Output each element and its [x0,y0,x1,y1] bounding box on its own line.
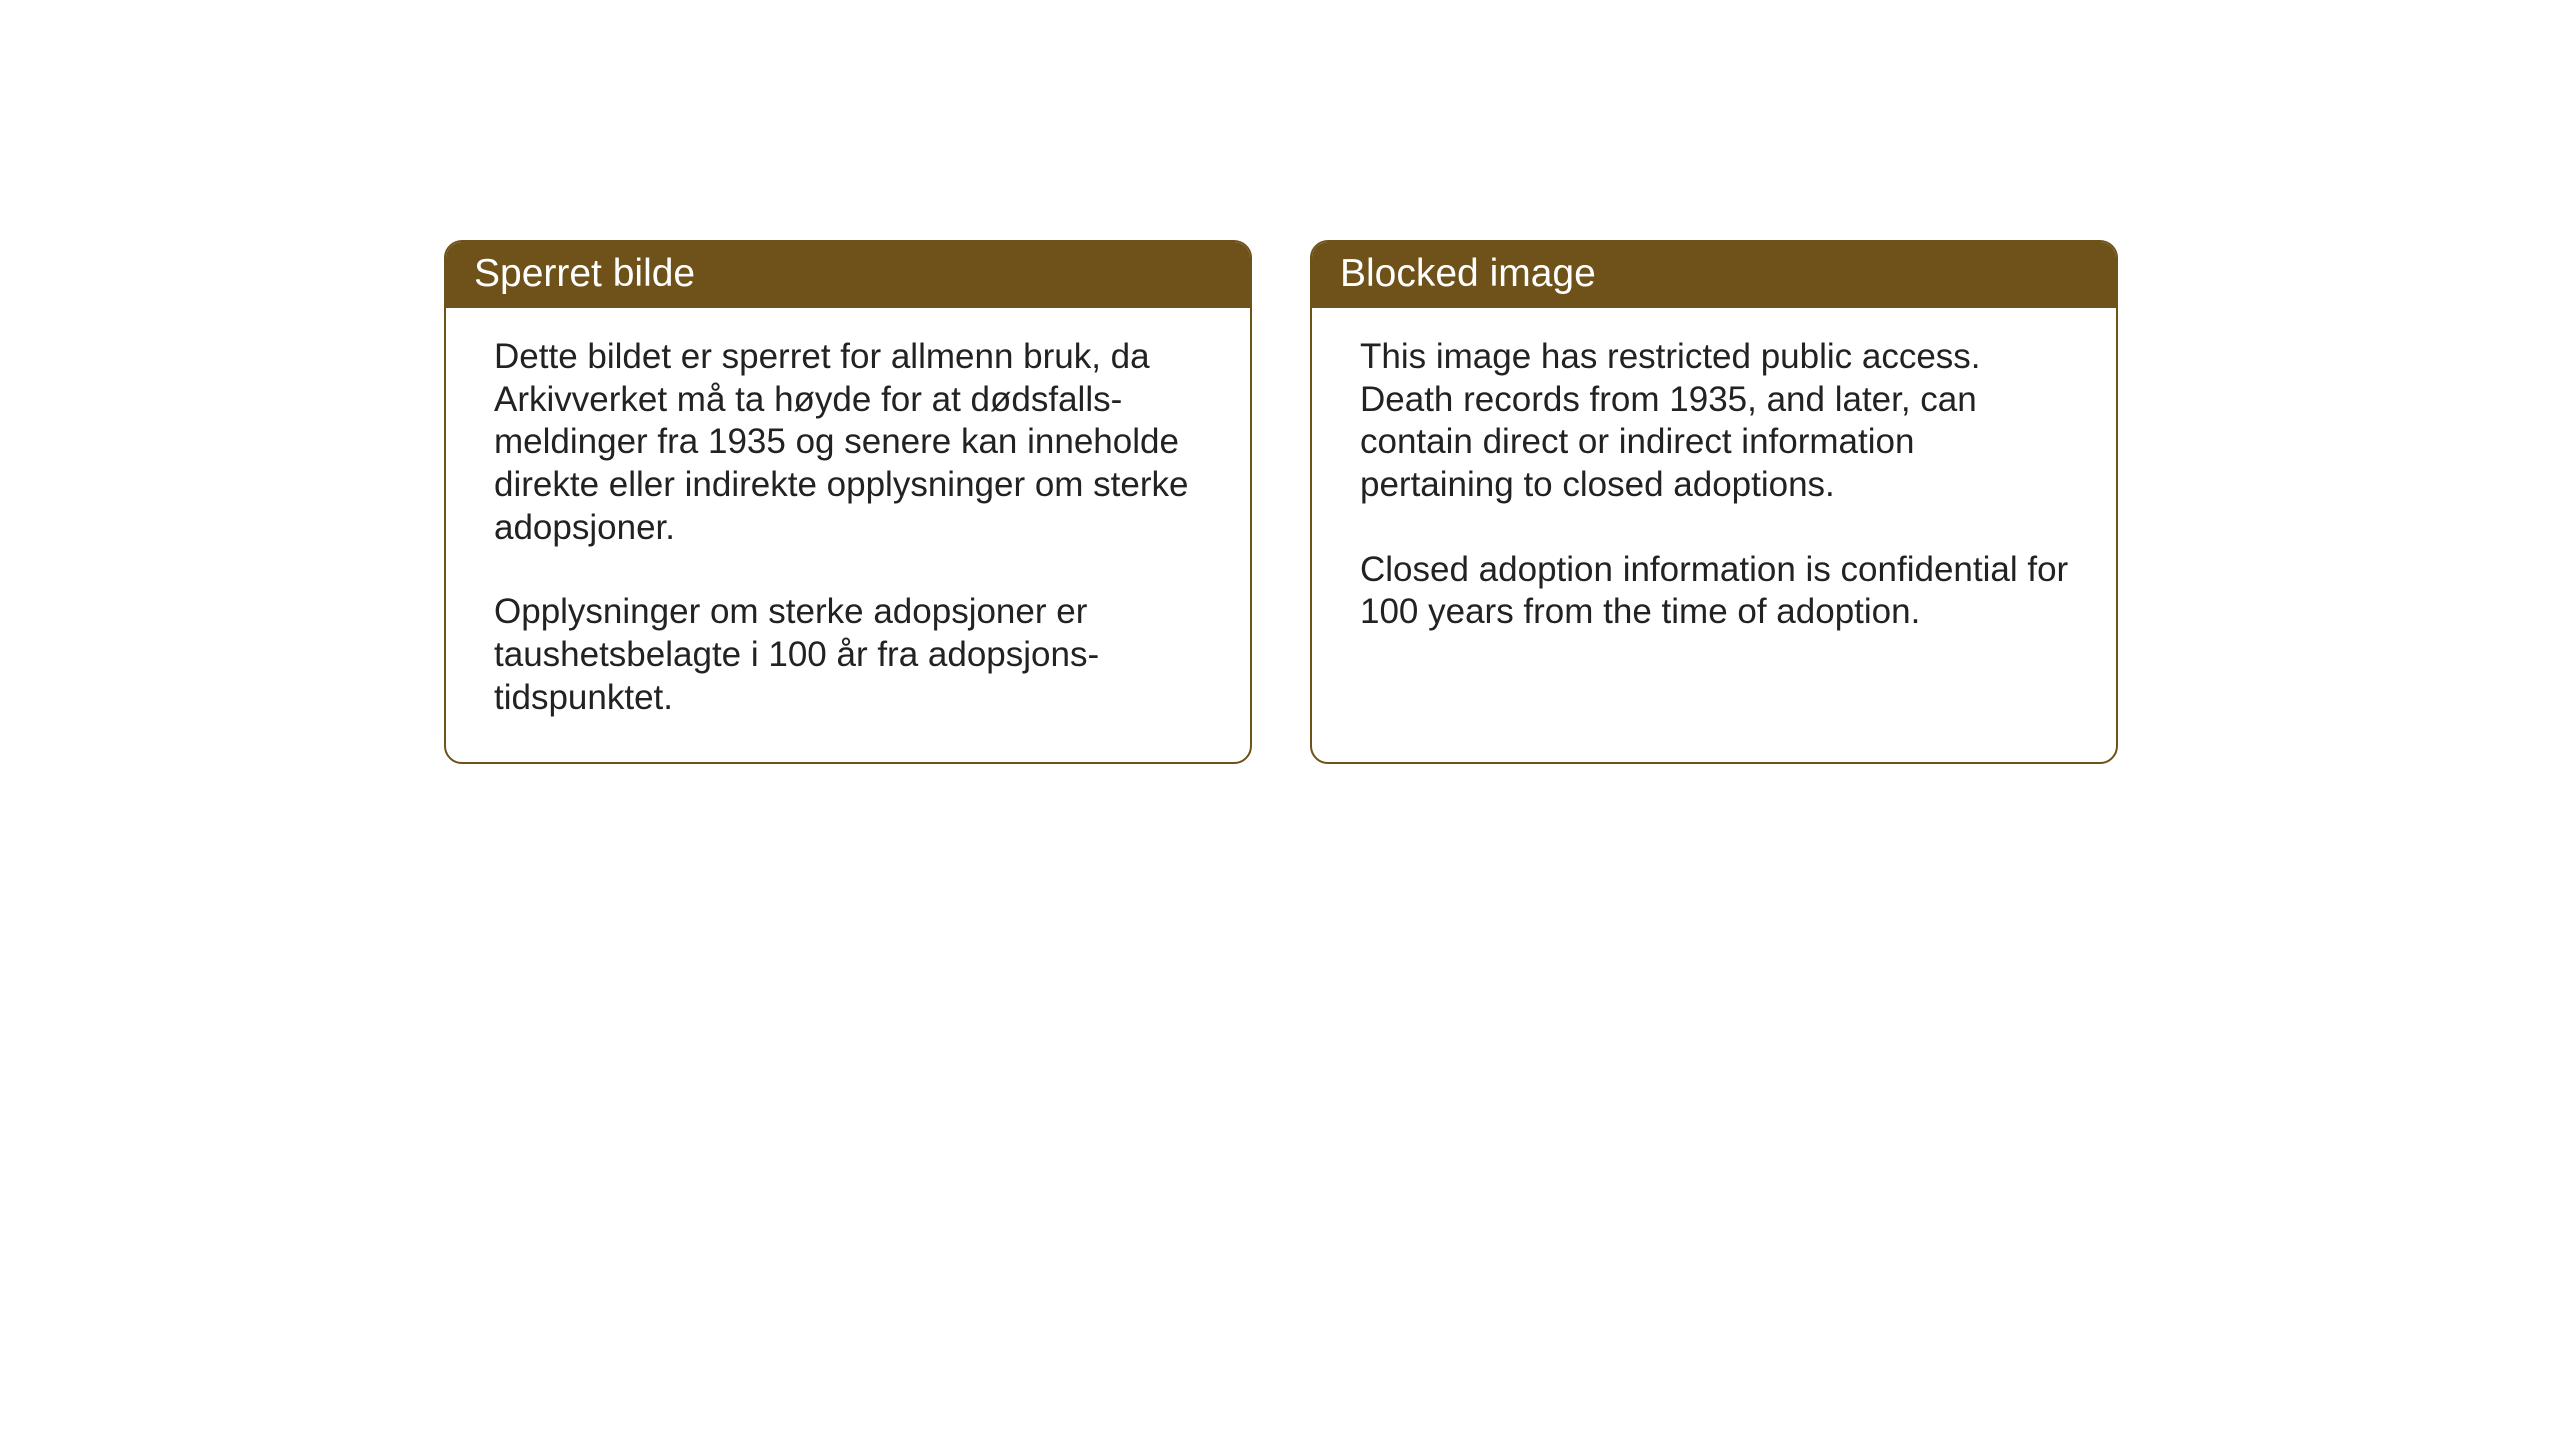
cards-container: Sperret bilde Dette bildet er sperret fo… [444,240,2118,764]
paragraph-1: Dette bildet er sperret for allmenn bruk… [494,336,1208,549]
paragraph-1: This image has restricted public access.… [1360,336,2074,507]
card-header-norwegian: Sperret bilde [446,242,1250,308]
paragraph-2: Closed adoption information is confident… [1360,549,2074,634]
card-norwegian: Sperret bilde Dette bildet er sperret fo… [444,240,1252,764]
card-body-norwegian: Dette bildet er sperret for allmenn bruk… [446,308,1250,762]
card-body-english: This image has restricted public access.… [1312,308,2116,676]
card-title: Blocked image [1340,252,1596,295]
card-header-english: Blocked image [1312,242,2116,308]
paragraph-2: Opplysninger om sterke adopsjoner er tau… [494,591,1208,719]
card-title: Sperret bilde [474,252,695,295]
card-english: Blocked image This image has restricted … [1310,240,2118,764]
